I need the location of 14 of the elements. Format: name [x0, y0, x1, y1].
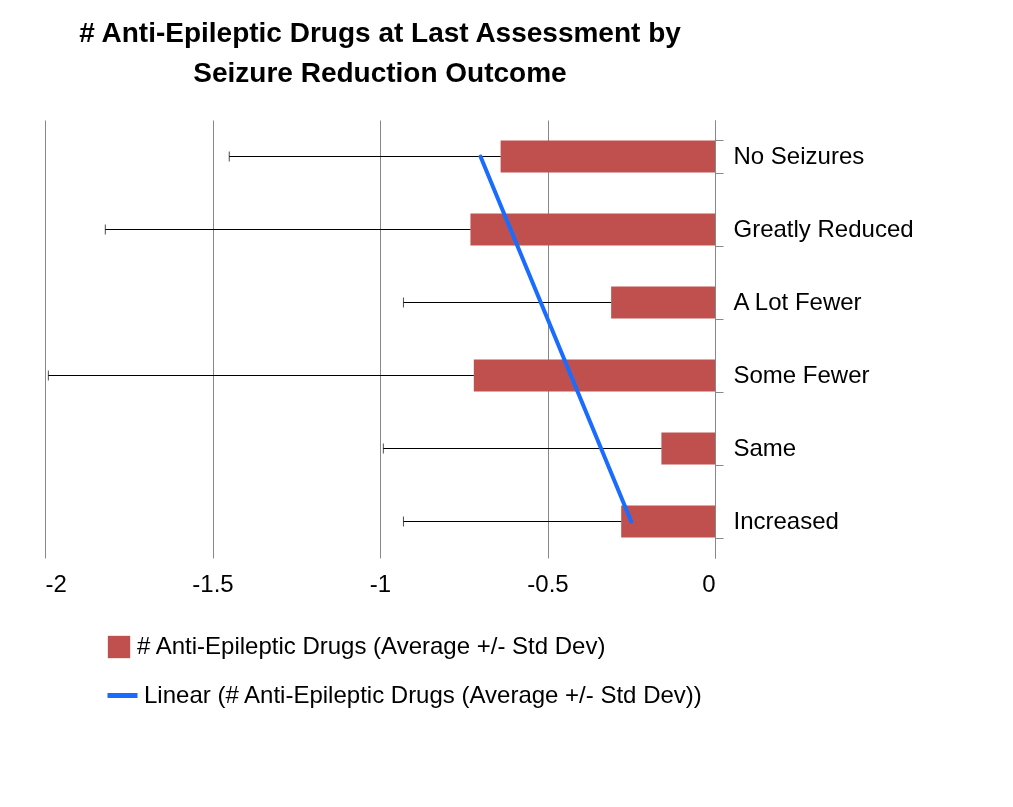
y-tick-label: A Lot Fewer: [733, 288, 862, 315]
y-tick-label: Same: [733, 434, 797, 461]
chart-title: # Anti-Epileptic Drugs at Last Assessment by Seizure Reduction Outcome: [79, 17, 682, 88]
legend-label: # Anti-Epileptic Drugs (Average +/- Std Dev): [137, 632, 606, 659]
x-tick-label: 0: [702, 569, 716, 597]
y-tick-label: Greatly Reduced: [733, 215, 914, 242]
y-tick-label: Some Fewer: [733, 361, 870, 388]
x-tick-label: -2: [45, 569, 67, 597]
x-tick-label: -1: [369, 569, 392, 597]
y-tick-label: No Seizures: [733, 142, 865, 169]
x-tick-label: -0.5: [527, 569, 569, 597]
y-tick-label: Increased: [733, 507, 839, 534]
x-tick-label: -1.5: [192, 569, 234, 597]
legend-label: Linear (# Anti-Epileptic Drugs (Average +/- Std Dev)): [144, 680, 702, 708]
